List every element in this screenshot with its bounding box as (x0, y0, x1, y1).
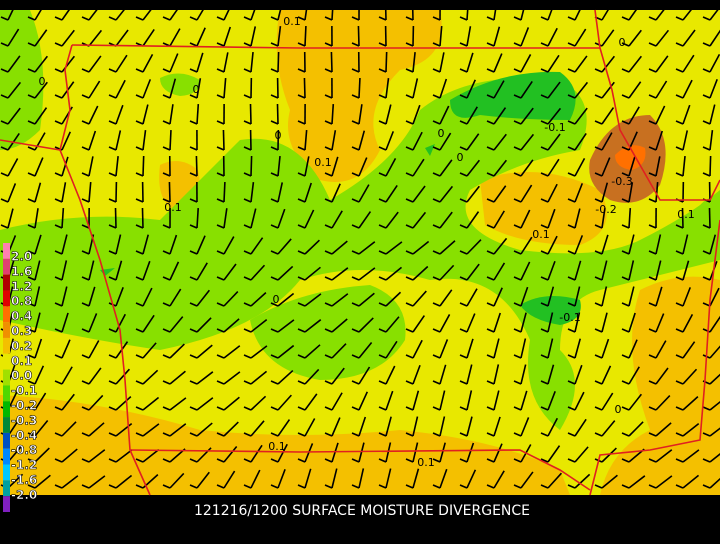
legend-swatch (3, 465, 10, 481)
legend-label: 0.0 (11, 369, 32, 383)
legend-swatch (3, 322, 10, 338)
legend-swatch (3, 290, 10, 306)
barb (359, 78, 360, 98)
barb (331, 52, 332, 72)
contour-label: 0.1 (677, 208, 695, 221)
legend-label: -1.2 (11, 458, 37, 472)
contour-label: 0 (457, 151, 464, 164)
legend-label: -0.8 (11, 443, 37, 457)
contour-label: -0.1 (544, 121, 565, 134)
legend-label: 0.1 (11, 354, 32, 368)
legend-swatch (3, 275, 10, 291)
contour-label: 0.1 (532, 228, 550, 241)
legend-swatch (3, 433, 10, 449)
barb (710, 156, 711, 176)
legend-swatch (3, 259, 10, 275)
legend-swatch (3, 243, 10, 259)
legend-label: 2.0 (11, 250, 32, 264)
barb (385, 0, 386, 20)
contour-label: 0.1 (283, 15, 301, 28)
barb (250, 104, 251, 124)
legend-label: -0.4 (11, 428, 37, 442)
contour-label: -0.1 (559, 311, 580, 324)
legend-swatch (3, 385, 10, 401)
legend-label: -0.2 (11, 399, 37, 413)
contour-label: -0.2 (595, 203, 616, 216)
legend-swatch (3, 306, 10, 322)
legend-swatch (3, 417, 10, 433)
legend-swatch (3, 338, 10, 354)
legend-swatch (3, 449, 10, 465)
barb (709, 208, 710, 228)
barb (277, 104, 278, 124)
legend-label: 0.8 (11, 294, 32, 308)
contour-label: 0 (273, 293, 280, 306)
legend-swatch (3, 401, 10, 417)
legend-label: 1.2 (11, 279, 32, 293)
contour-label: 0 (619, 36, 626, 49)
barb (278, 52, 279, 72)
legend-label: 0.2 (11, 339, 32, 353)
caption: 121216/1200 SURFACE MOISTURE DIVERGENCE (194, 503, 530, 519)
legend-label: -2.0 (11, 488, 37, 502)
barb (304, 78, 305, 98)
contour-label: -0.3 (611, 175, 632, 188)
barb (196, 156, 197, 176)
barb (223, 130, 224, 150)
legend-label: 1.6 (11, 264, 32, 278)
legend-label: 0.3 (11, 324, 32, 338)
contour-label: 0 (438, 127, 445, 140)
contour-label: 0.1 (164, 201, 182, 214)
legend-swatch (3, 370, 10, 386)
contour-label: 0 (39, 75, 46, 88)
legend-swatch (3, 496, 10, 512)
legend: 2.01.61.20.80.40.30.20.10.0-0.1-0.2-0.3-… (3, 243, 37, 512)
contour-label: 0.1 (417, 456, 435, 469)
barb (251, 156, 252, 176)
barb (170, 130, 171, 150)
contour-label: 0.1 (314, 156, 332, 169)
legend-label: -0.3 (11, 413, 37, 427)
contour-label: 0 (193, 83, 200, 96)
barb (386, 52, 387, 72)
legend-label: -0.1 (11, 384, 37, 398)
contour-label: 0.1 (268, 440, 286, 453)
legend-swatch (3, 480, 10, 496)
barb (305, 26, 306, 46)
contour-label: 0 (275, 129, 282, 142)
barb (224, 182, 225, 202)
barb (358, 26, 359, 46)
legend-label: -1.6 (11, 473, 37, 487)
barb (142, 208, 143, 228)
barb (169, 182, 170, 202)
barb (143, 156, 144, 176)
legend-label: 0.4 (11, 309, 32, 323)
contour-label: 0 (615, 403, 622, 416)
legend-swatch (3, 354, 10, 370)
